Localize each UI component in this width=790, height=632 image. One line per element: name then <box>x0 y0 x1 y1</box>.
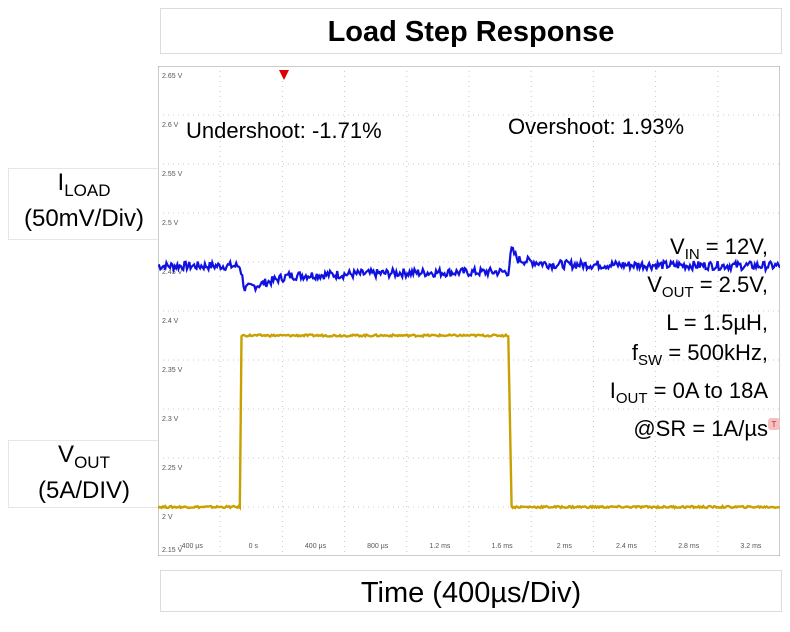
y-tick-label: 2.5 V <box>162 220 179 227</box>
channel-marker-icon: T <box>768 418 780 430</box>
y-tick-label: 2.65 V <box>162 73 183 80</box>
condition-line: IOUT = 0A to 18A <box>540 376 768 414</box>
y-tick-label: 2.35 V <box>162 367 183 374</box>
y-tick-label: 2.3 V <box>162 416 179 423</box>
x-tick-label: 400 µs <box>305 543 327 550</box>
y-tick-label: 2.25 V <box>162 465 183 472</box>
condition-line: @SR = 1A/µs <box>540 414 768 444</box>
trigger-marker-icon <box>279 70 289 80</box>
condition-main: I <box>609 378 616 403</box>
y-label-top-main: I <box>57 169 65 196</box>
x-tick-label: 2.4 ms <box>616 543 638 550</box>
condition-line: VIN = 12V, <box>540 232 768 270</box>
y-label-bottom-sub: OUT <box>74 453 110 472</box>
y-tick-label: 2.6 V <box>162 122 179 129</box>
condition-main: L = 1.5µH, <box>666 310 768 335</box>
y-axis-label-top: ILOAD (50mV/Div) <box>8 168 160 240</box>
x-tick-label: 0 s <box>249 543 259 550</box>
oscilloscope-plot: 2.65 V 2.6 V 2.55 V 2.5 V 2.45 V 2.4 V 2.35 V 2… <box>158 66 780 556</box>
x-tick-labels: -400 µs 0 s 400 µs 800 µs 1.2 ms 1.6 ms 2 ms 2.… <box>179 543 762 550</box>
x-axis-label: Time (400µs/Div) <box>160 570 782 612</box>
y-tick-labels: 2.65 V 2.6 V 2.55 V 2.5 V 2.45 V 2.4 V 2.35 V 2… <box>162 73 183 554</box>
condition-main: V <box>647 272 662 297</box>
overshoot-annotation: Overshoot: 1.93% <box>508 114 685 139</box>
y-label-bottom-main: V <box>58 441 75 468</box>
traces <box>158 245 780 511</box>
condition-main: @SR = 1A/µs <box>633 416 768 441</box>
condition-sub: IN <box>684 246 700 263</box>
x-tick-label: 800 µs <box>367 543 389 550</box>
condition-main: V <box>670 234 685 259</box>
y-tick-label: 2.15 V <box>162 547 183 554</box>
trace-ch1 <box>158 245 780 294</box>
chart-title: Load Step Response <box>160 8 782 54</box>
y-label-top-scale: (50mV/Div) <box>23 205 144 232</box>
condition-sub: OUT <box>661 284 694 301</box>
undershoot-annotation: Undershoot: -1.71% <box>186 118 382 143</box>
x-tick-label: 2 ms <box>557 543 573 550</box>
condition-sub: SW <box>638 352 663 369</box>
condition-line: fSW = 500kHz, <box>540 338 768 376</box>
trace-ch2 <box>158 332 780 511</box>
y-tick-label: 2.55 V <box>162 171 183 178</box>
condition-value: = 500kHz, <box>662 340 768 365</box>
condition-sub: OUT <box>615 390 648 407</box>
svg-text:T: T <box>772 420 777 429</box>
y-label-top-sub: LOAD <box>64 181 111 200</box>
y-tick-label: 2.45 V <box>162 269 183 276</box>
x-tick-label: -400 µs <box>179 543 203 550</box>
test-conditions: VIN = 12V, VOUT = 2.5V, L = 1.5µH, fSW = 50… <box>540 232 768 444</box>
y-tick-label: 2.4 V <box>162 318 179 325</box>
condition-main: f <box>631 340 639 365</box>
grid <box>158 66 780 556</box>
condition-line: L = 1.5µH, <box>540 308 768 338</box>
x-tick-label: 3.2 ms <box>740 543 762 550</box>
x-tick-label: 2.8 ms <box>678 543 700 550</box>
y-label-bottom-scale: (5A/DIV) <box>37 477 130 504</box>
condition-value: = 2.5V, <box>693 272 768 297</box>
condition-line: VOUT = 2.5V, <box>540 270 768 308</box>
y-axis-label-bottom: VOUT (5A/DIV) <box>8 440 160 508</box>
condition-value: = 0A to 18A <box>647 378 768 403</box>
x-tick-label: 1.6 ms <box>492 543 514 550</box>
x-tick-label: 1.2 ms <box>429 543 451 550</box>
y-tick-label: 2 V <box>162 514 173 521</box>
condition-value: = 12V, <box>699 234 768 259</box>
